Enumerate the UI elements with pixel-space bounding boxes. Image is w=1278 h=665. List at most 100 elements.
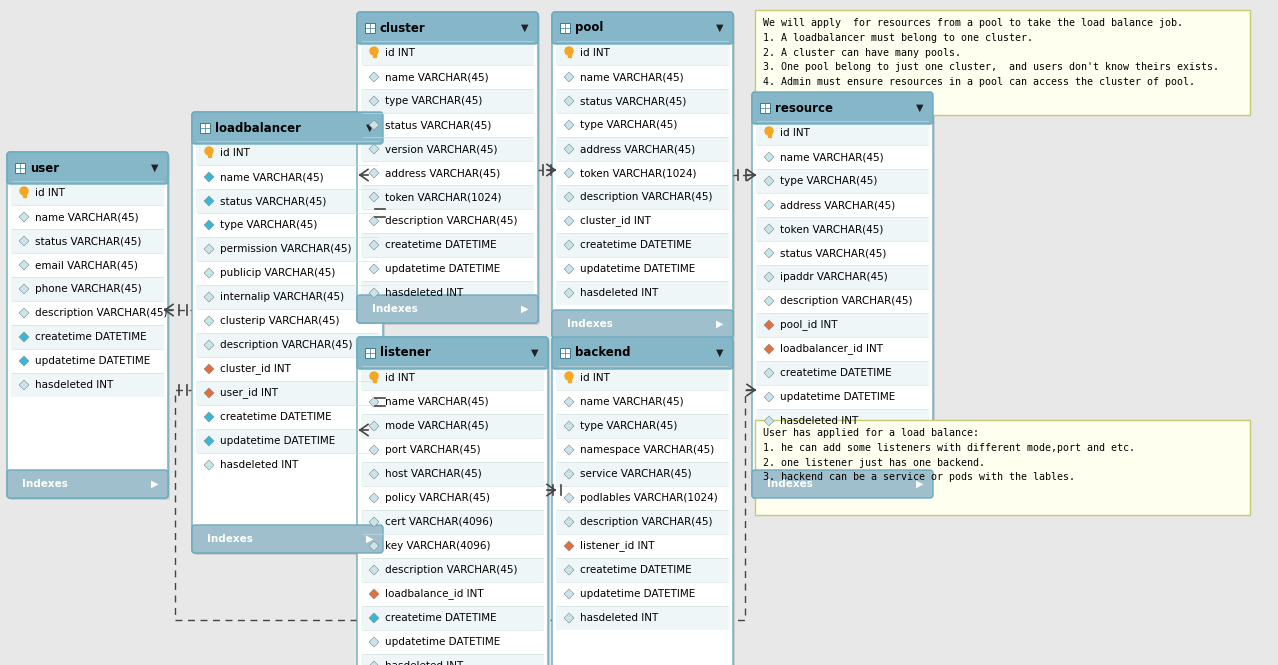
Bar: [207, 152, 211, 157]
Bar: [12, 373, 164, 397]
Polygon shape: [19, 380, 29, 390]
Polygon shape: [19, 308, 29, 318]
Polygon shape: [369, 541, 380, 551]
Text: cluster_id INT: cluster_id INT: [220, 364, 291, 374]
Bar: [360, 558, 544, 582]
Text: Indexes: Indexes: [22, 479, 68, 489]
Text: version VARCHAR(45): version VARCHAR(45): [385, 144, 497, 154]
Bar: [196, 213, 380, 237]
Polygon shape: [564, 144, 574, 154]
Text: id INT: id INT: [580, 373, 610, 383]
Text: address VARCHAR(45): address VARCHAR(45): [580, 144, 695, 154]
Polygon shape: [564, 613, 574, 623]
Polygon shape: [369, 288, 380, 298]
Text: updatetime DATETIME: updatetime DATETIME: [385, 264, 500, 274]
Text: Indexes: Indexes: [372, 304, 418, 314]
Text: email VARCHAR(45): email VARCHAR(45): [35, 260, 138, 270]
Text: description VARCHAR(45): description VARCHAR(45): [580, 192, 713, 202]
Polygon shape: [764, 248, 774, 258]
Text: ▶: ▶: [521, 304, 529, 314]
Text: resource: resource: [774, 102, 833, 114]
Bar: [757, 337, 929, 361]
Bar: [196, 405, 380, 429]
Text: namespace VARCHAR(45): namespace VARCHAR(45): [580, 445, 714, 455]
FancyBboxPatch shape: [553, 14, 735, 340]
Text: createtime DATETIME: createtime DATETIME: [780, 368, 892, 378]
Polygon shape: [564, 517, 574, 527]
Bar: [556, 606, 728, 630]
FancyBboxPatch shape: [194, 114, 385, 555]
Bar: [560, 348, 570, 358]
FancyBboxPatch shape: [192, 112, 383, 553]
Text: hasdeleted INT: hasdeleted INT: [220, 460, 298, 470]
Polygon shape: [369, 397, 380, 407]
Text: description VARCHAR(45): description VARCHAR(45): [780, 296, 912, 306]
Text: name VARCHAR(45): name VARCHAR(45): [220, 172, 323, 182]
Polygon shape: [564, 120, 574, 130]
Bar: [757, 145, 929, 169]
FancyBboxPatch shape: [553, 339, 735, 665]
Text: port VARCHAR(45): port VARCHAR(45): [385, 445, 481, 455]
Polygon shape: [204, 316, 213, 326]
Polygon shape: [564, 589, 574, 599]
Text: phone VARCHAR(45): phone VARCHAR(45): [35, 284, 142, 294]
Bar: [12, 229, 164, 253]
Bar: [360, 654, 544, 665]
Bar: [360, 510, 544, 534]
Text: pool_id INT: pool_id INT: [780, 320, 837, 331]
Bar: [757, 361, 929, 385]
Text: user: user: [29, 162, 59, 174]
Bar: [768, 132, 771, 137]
Text: name VARCHAR(45): name VARCHAR(45): [385, 397, 488, 407]
Bar: [556, 257, 728, 281]
FancyBboxPatch shape: [552, 337, 734, 665]
Text: status VARCHAR(45): status VARCHAR(45): [35, 236, 142, 246]
Bar: [560, 23, 570, 33]
Text: createtime DATETIME: createtime DATETIME: [385, 240, 497, 250]
Bar: [556, 113, 728, 137]
Polygon shape: [764, 416, 774, 426]
Text: hasdeleted INT: hasdeleted INT: [385, 661, 463, 665]
Circle shape: [20, 187, 28, 195]
Bar: [556, 281, 728, 305]
FancyBboxPatch shape: [6, 152, 167, 184]
Text: backend: backend: [575, 346, 630, 360]
FancyBboxPatch shape: [751, 470, 933, 498]
Text: description VARCHAR(45): description VARCHAR(45): [580, 517, 713, 527]
Text: createtime DATETIME: createtime DATETIME: [580, 240, 691, 250]
Bar: [556, 41, 728, 65]
Text: User has applied for a load balance:
1. he can add some listeners with different: User has applied for a load balance: 1. …: [763, 428, 1135, 482]
Text: id INT: id INT: [385, 48, 415, 58]
Text: loadbalancer: loadbalancer: [215, 122, 302, 134]
Polygon shape: [204, 292, 213, 302]
Polygon shape: [764, 368, 774, 378]
Text: clusterip VARCHAR(45): clusterip VARCHAR(45): [220, 316, 340, 326]
Bar: [196, 189, 380, 213]
Polygon shape: [19, 284, 29, 294]
Bar: [556, 462, 728, 486]
Text: ▼: ▼: [532, 348, 539, 358]
Polygon shape: [204, 172, 213, 182]
Bar: [556, 486, 728, 510]
Bar: [556, 366, 728, 390]
FancyBboxPatch shape: [552, 337, 734, 369]
Circle shape: [371, 47, 378, 55]
Polygon shape: [564, 96, 574, 106]
Circle shape: [766, 127, 773, 135]
Bar: [360, 233, 534, 257]
Text: updatetime DATETIME: updatetime DATETIME: [580, 589, 695, 599]
Polygon shape: [564, 493, 574, 503]
Bar: [360, 606, 544, 630]
Bar: [12, 277, 164, 301]
Polygon shape: [204, 364, 213, 374]
FancyBboxPatch shape: [359, 339, 550, 665]
Text: updatetime DATETIME: updatetime DATETIME: [580, 264, 695, 274]
Text: hasdeleted INT: hasdeleted INT: [385, 288, 463, 298]
Polygon shape: [369, 589, 380, 599]
Bar: [12, 349, 164, 373]
Text: updatetime DATETIME: updatetime DATETIME: [35, 356, 151, 366]
Text: user_id INT: user_id INT: [220, 388, 279, 398]
Text: token VARCHAR(1024): token VARCHAR(1024): [385, 192, 501, 202]
Bar: [23, 192, 26, 197]
Polygon shape: [764, 152, 774, 162]
